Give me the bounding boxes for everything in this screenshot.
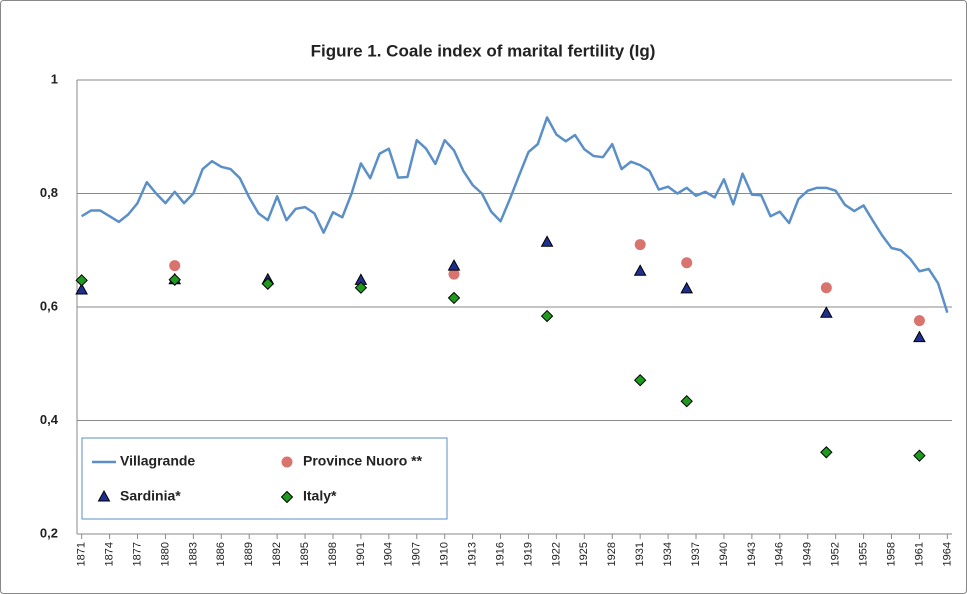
x-tick-label: 1877 <box>131 542 143 566</box>
x-tick-label: 1961 <box>913 542 925 566</box>
chart-title: Figure 1. Coale index of marital fertili… <box>311 41 656 60</box>
data-point <box>634 239 646 251</box>
legend-swatch <box>281 456 293 468</box>
data-point <box>913 449 926 462</box>
data-point <box>448 268 460 280</box>
x-tick-label: 1919 <box>522 542 534 566</box>
data-point <box>75 274 88 287</box>
y-tick-label: 0,6 <box>40 298 58 313</box>
data-point <box>168 273 181 286</box>
data-point <box>354 281 368 294</box>
data-point <box>633 264 647 276</box>
y-tick-label: 0,4 <box>40 412 59 427</box>
x-tick-label: 1928 <box>606 542 618 566</box>
x-tick-label: 1871 <box>76 542 88 566</box>
data-point <box>540 309 554 323</box>
data-point <box>680 281 694 294</box>
y-tick-label: 1 <box>51 71 58 86</box>
legend-swatch <box>97 489 111 502</box>
data-point <box>681 257 693 269</box>
data-point <box>75 282 88 295</box>
x-tick-label: 1883 <box>187 542 199 566</box>
x-tick-label: 1922 <box>550 542 562 566</box>
x-tick-label: 1892 <box>271 542 283 566</box>
legend-box <box>81 437 448 520</box>
x-tick-label: 1934 <box>662 542 674 566</box>
legend-label: Sardinia* <box>120 488 181 504</box>
x-tick-label: 1874 <box>103 542 115 566</box>
data-point <box>820 282 832 294</box>
x-tick-label: 1886 <box>215 542 227 566</box>
x-tick-label: 1901 <box>355 542 367 566</box>
y-tick-label: 0,2 <box>40 525 58 540</box>
x-tick-label: 1943 <box>746 542 758 566</box>
x-tick-label: 1904 <box>383 542 395 566</box>
legend-label: Province Nuoro ** <box>303 453 423 469</box>
data-point <box>680 394 693 408</box>
x-tick-label: 1925 <box>578 542 590 566</box>
x-tick-label: 1937 <box>690 542 702 566</box>
legend-label: Villagrande <box>120 453 195 469</box>
x-tick-label: 1955 <box>857 542 869 566</box>
x-tick-label: 1964 <box>941 542 953 566</box>
x-tick-label: 1916 <box>494 542 506 566</box>
data-point <box>819 306 833 318</box>
legend-label: Italy* <box>303 488 337 504</box>
series-line <box>80 116 949 314</box>
x-tick-label: 1880 <box>159 542 171 566</box>
data-point <box>169 260 181 272</box>
data-point <box>633 373 647 387</box>
x-tick-label: 1949 <box>802 542 814 566</box>
x-tick-label: 1898 <box>327 542 339 566</box>
data-point <box>447 259 461 271</box>
x-tick-label: 1913 <box>467 542 479 566</box>
x-tick-label: 1931 <box>634 542 646 566</box>
data-point <box>261 277 275 290</box>
x-tick-label: 1889 <box>243 542 255 566</box>
data-point <box>913 315 925 327</box>
legend-swatch <box>280 490 294 504</box>
data-point <box>540 235 554 247</box>
x-tick-label: 1952 <box>830 542 842 566</box>
x-tick-label: 1907 <box>411 542 423 566</box>
y-tick-label: 0,8 <box>40 185 58 200</box>
data-point <box>913 330 926 343</box>
data-point <box>820 446 833 459</box>
x-tick-label: 1958 <box>885 542 897 566</box>
x-tick-label: 1895 <box>299 542 311 566</box>
x-tick-label: 1910 <box>439 542 451 566</box>
data-point <box>447 291 461 305</box>
x-tick-label: 1940 <box>718 542 730 566</box>
x-tick-label: 1946 <box>774 542 786 566</box>
